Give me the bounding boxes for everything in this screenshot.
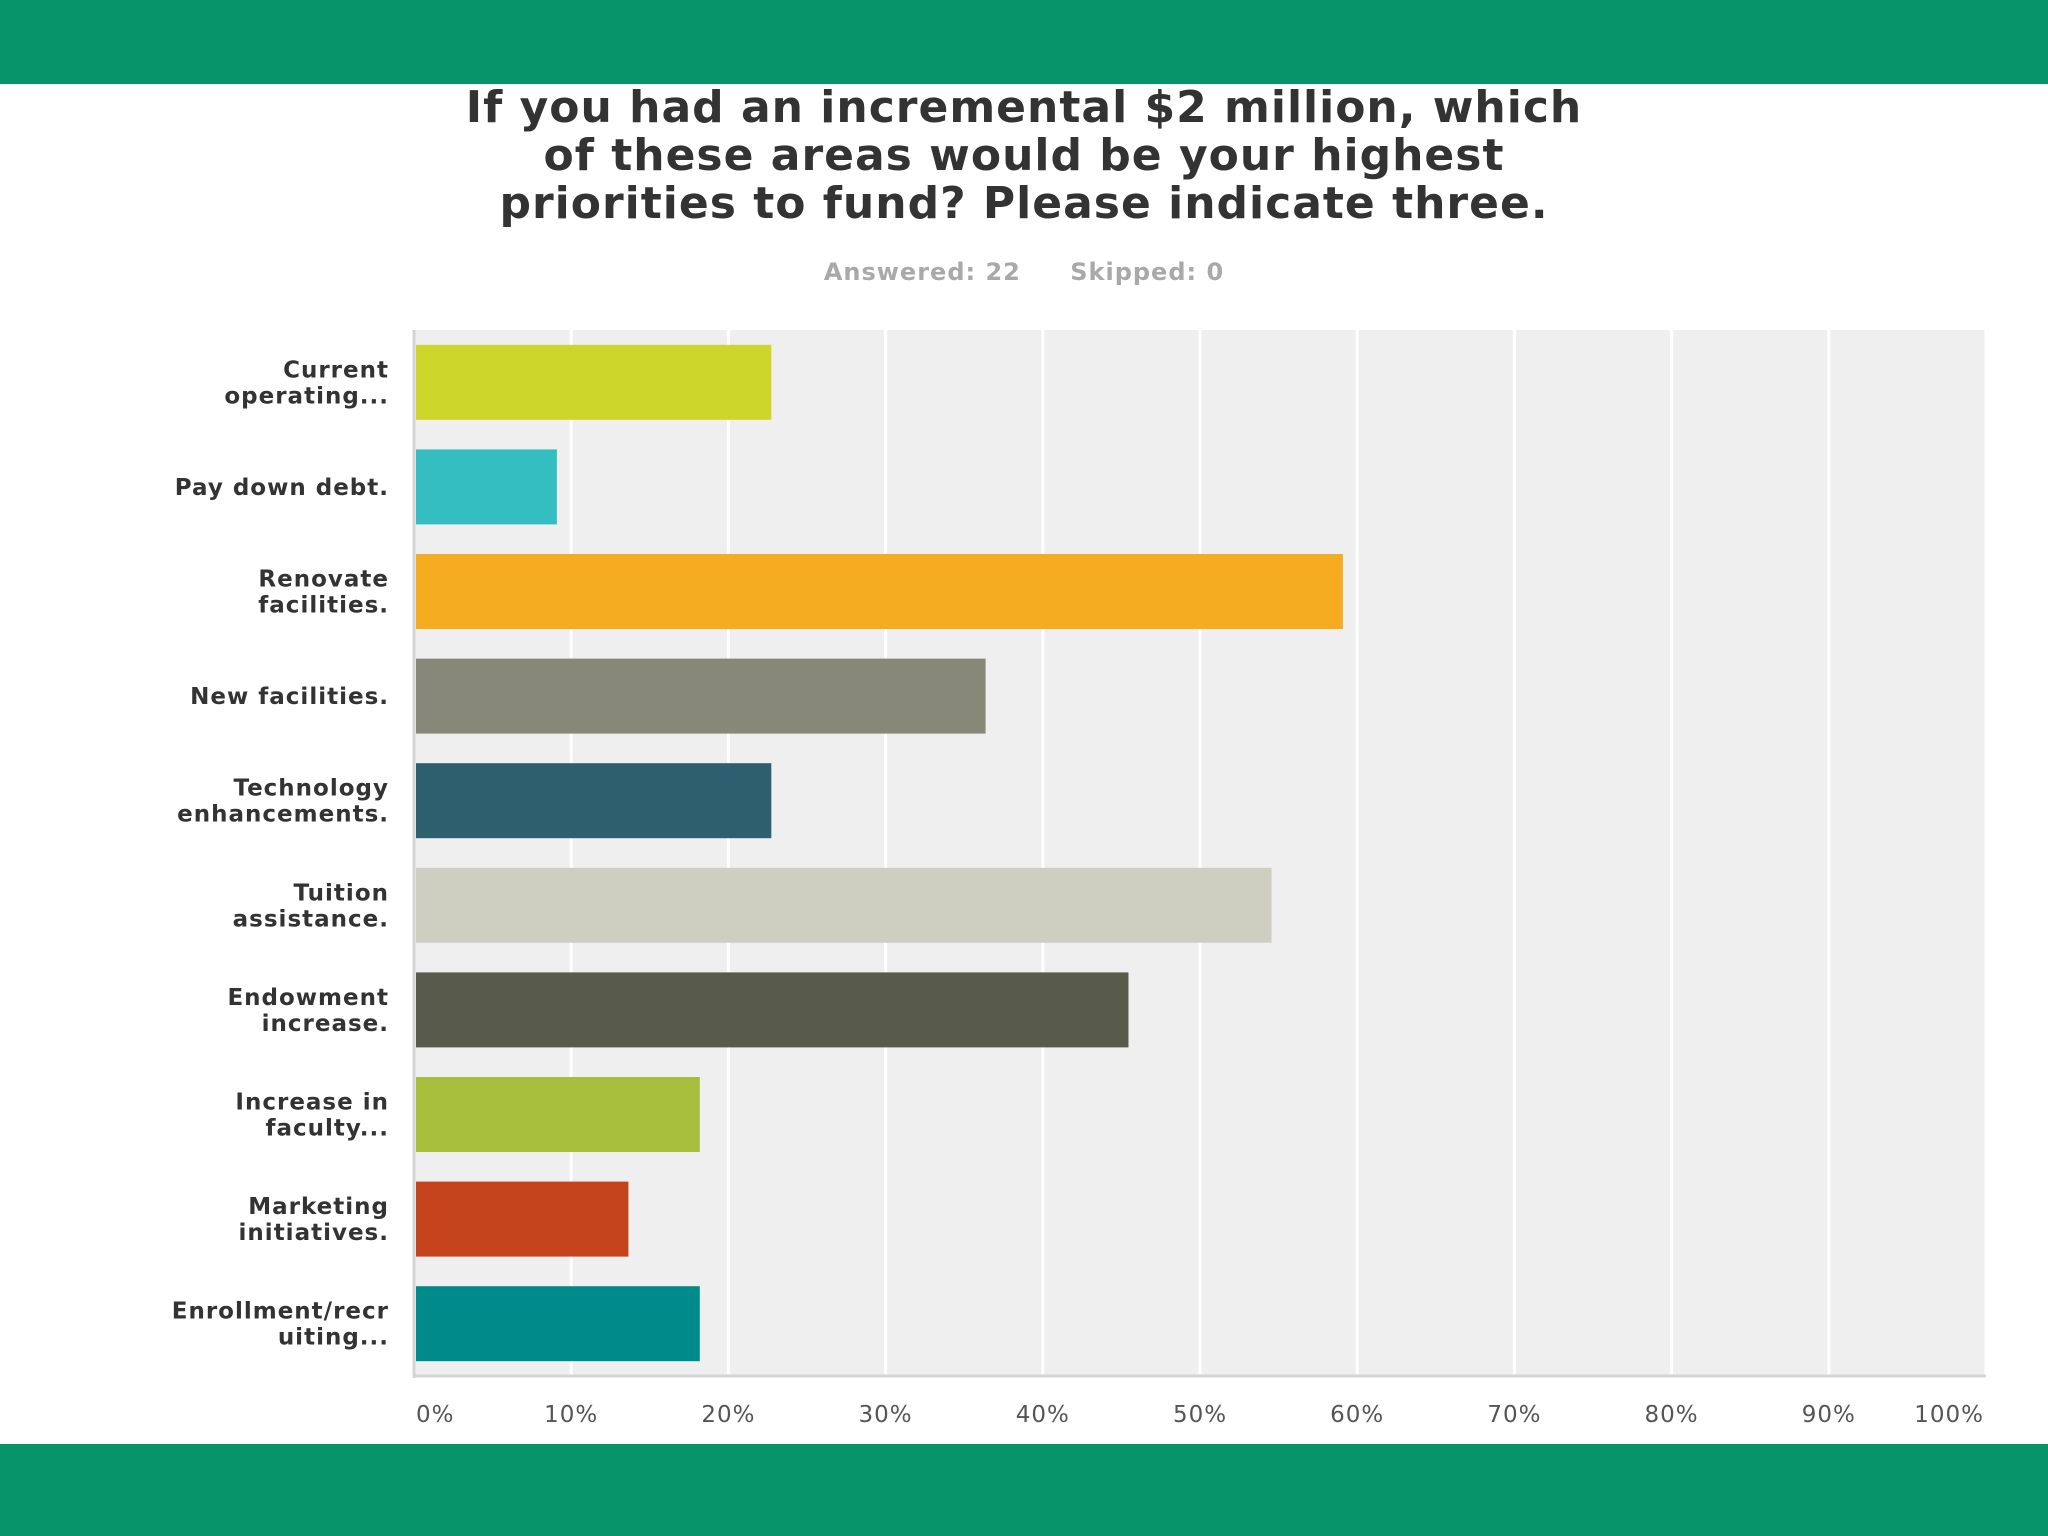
category-label: assistance. [233, 906, 389, 932]
category-label: enhancements. [177, 802, 389, 828]
answered-count: Answered: 22 [823, 258, 1021, 286]
category-label: Pay down debt. [175, 475, 389, 501]
x-tick-label: 80% [1645, 1402, 1699, 1428]
category-label: Renovate [258, 567, 389, 593]
bar [416, 972, 1129, 1048]
bar [416, 1077, 700, 1152]
x-tick-label: 60% [1330, 1402, 1384, 1428]
top-banner [0, 0, 2048, 84]
skipped-count: Skipped: 0 [1070, 258, 1225, 286]
category-label: Current [283, 357, 389, 383]
category-label: Technology [233, 776, 389, 802]
category-label: Endowment [227, 985, 389, 1011]
bar [416, 1286, 700, 1362]
category-label: Tuition [294, 880, 389, 906]
title-line: priorities to fund? Please indicate thre… [499, 178, 1549, 229]
x-tick-label: 100% [1914, 1402, 1984, 1428]
category-label: New facilities. [190, 684, 389, 710]
bar [416, 658, 986, 734]
bar [416, 763, 772, 839]
category-label: Marketing [248, 1194, 389, 1220]
x-tick-label: 90% [1802, 1402, 1856, 1428]
category-label: faculty... [265, 1116, 389, 1142]
title-line: If you had an incremental $2 million, wh… [465, 82, 1583, 133]
response-summary: Answered: 22 Skipped: 0 [0, 258, 2048, 286]
title-line: of these areas would be your highest [543, 130, 1505, 181]
bar [416, 554, 1343, 629]
category-label: initiatives. [239, 1220, 389, 1246]
category-label: Increase in [235, 1090, 389, 1116]
bottom-banner [0, 1444, 2048, 1536]
x-tick-label: 50% [1173, 1402, 1227, 1428]
bar [416, 1181, 629, 1257]
x-tick-label: 0% [416, 1402, 455, 1428]
bar [416, 344, 772, 420]
x-tick-label: 20% [701, 1402, 755, 1428]
bar [416, 449, 557, 525]
category-label: operating... [224, 383, 389, 409]
x-tick-label: 30% [859, 1402, 913, 1428]
x-tick-label: 40% [1016, 1402, 1070, 1428]
category-label: facilities. [258, 593, 389, 619]
category-label: increase. [262, 1011, 389, 1037]
category-label: Enrollment/recr [172, 1299, 389, 1325]
x-tick-label: 70% [1487, 1402, 1541, 1428]
category-label: uiting... [278, 1325, 389, 1351]
chart-title: If you had an incremental $2 million, wh… [300, 84, 1748, 228]
bar [416, 867, 1272, 943]
x-tick-label: 10% [544, 1402, 598, 1428]
